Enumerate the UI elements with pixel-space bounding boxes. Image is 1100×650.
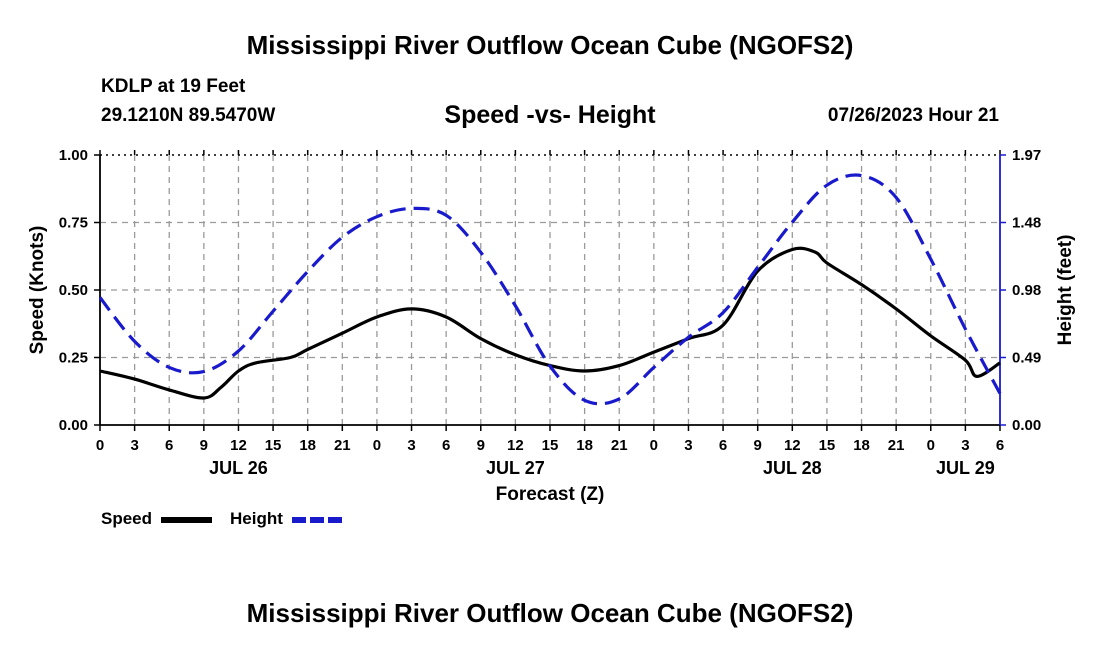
x-tick-label: 21 [334, 437, 351, 454]
y-left-tick-label: 1.00 [59, 147, 88, 164]
x-axis-title: Forecast (Z) [496, 484, 605, 505]
y-right-tick-label: 0.00 [1012, 417, 1041, 434]
x-tick-label: 6 [442, 437, 450, 454]
footer-title: Mississippi River Outflow Ocean Cube (NG… [246, 598, 854, 628]
x-tick-label: 18 [299, 437, 316, 454]
x-tick-label: 18 [576, 437, 593, 454]
x-tick-label: 15 [542, 437, 559, 454]
series-line-height [98, 173, 1002, 406]
station-label: KDLP at 19 Feet [101, 76, 246, 97]
x-tick-label: 15 [819, 437, 836, 454]
x-tick-label: 6 [996, 437, 1004, 454]
x-tick-label: 9 [477, 437, 485, 454]
x-tick-label: 0 [96, 437, 104, 454]
y-right-tick-label: 1.97 [1012, 147, 1041, 164]
legend-label-height: Height [230, 509, 283, 528]
datetime-label: 07/26/2023 Hour 21 [827, 105, 999, 126]
day-label: JUL 28 [763, 458, 822, 478]
chart-plot: 0 3 6 9 12 15 18 21 0 3 6 9 12 15 18 21 0 3 6 9 12 15 18 21 0 3 60… [27, 147, 1076, 528]
y-left-tick-label: 0.50 [59, 282, 88, 299]
y-right-tick-label: 1.48 [1012, 215, 1041, 232]
x-tick-label: 3 [130, 437, 138, 454]
x-tick-label: 9 [754, 437, 762, 454]
y-left-tick-label: 0.00 [59, 417, 88, 434]
x-tick-label: 0 [373, 437, 381, 454]
x-tick-label: 18 [853, 437, 870, 454]
chart-subtitle: Speed -vs- Height [444, 101, 656, 129]
x-tick-label: 21 [611, 437, 628, 454]
day-label: JUL 26 [209, 458, 268, 478]
y-left-axis-title: Speed (Knots) [27, 226, 48, 355]
x-tick-label: 12 [784, 437, 801, 454]
y-left-tick-label: 0.25 [59, 350, 88, 367]
day-label: JUL 29 [936, 458, 995, 478]
x-tick-label: 21 [888, 437, 905, 454]
x-tick-label: 6 [719, 437, 727, 454]
day-label: JUL 27 [486, 458, 545, 478]
x-tick-label: 9 [200, 437, 208, 454]
x-tick-label: 0 [927, 437, 935, 454]
x-tick-label: 3 [407, 437, 415, 454]
x-tick-label: 6 [165, 437, 173, 454]
chart-title: Mississippi River Outflow Ocean Cube (NG… [246, 30, 854, 60]
x-tick-label: 15 [265, 437, 282, 454]
y-right-tick-label: 0.98 [1012, 282, 1041, 299]
y-left-tick-label: 0.75 [59, 215, 88, 232]
y-right-tick-label: 0.49 [1012, 350, 1041, 367]
x-tick-label: 0 [650, 437, 658, 454]
x-tick-label: 3 [961, 437, 969, 454]
location-label: 29.1210N 89.5470W [101, 105, 276, 126]
x-tick-label: 12 [230, 437, 247, 454]
y-right-axis-title: Height (feet) [1055, 235, 1076, 346]
legend-label-speed: Speed [101, 509, 152, 528]
x-tick-label: 3 [684, 437, 692, 454]
x-tick-label: 12 [507, 437, 524, 454]
